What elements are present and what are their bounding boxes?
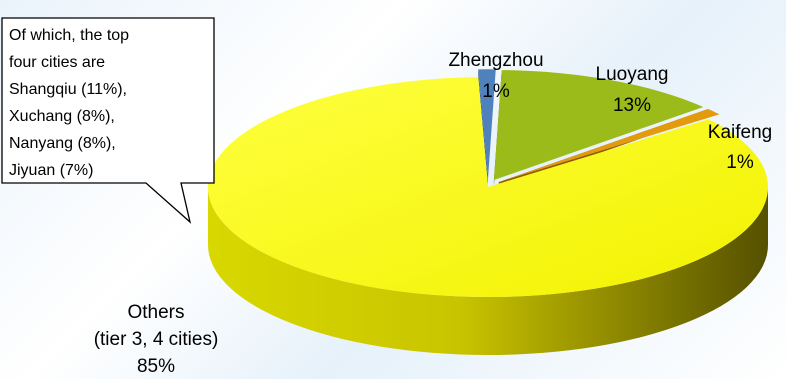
callout-box: Of which, the top four cities are Shangqiu… (1, 17, 215, 224)
slice-pct-luoyang: 13% (613, 95, 651, 116)
slice-label-luoyang: Luoyang 13% (596, 64, 669, 116)
slice-label-zhengzhou: Zhengzhou 1% (448, 50, 543, 102)
pie-slice-kaifeng (498, 109, 720, 183)
callout-text: Of which, the top four cities are Shangqiu… (9, 27, 129, 179)
pie-slice-others (208, 77, 769, 298)
slice-label-others: Others (tier 3, 4 cities) 85% (94, 302, 219, 377)
callout-shape (1, 17, 215, 224)
pie-edge-zhengzhou (478, 69, 488, 186)
slice-name-zhengzhou: Zhengzhou (448, 50, 543, 71)
pie-slice-zhengzhou (478, 69, 496, 180)
callout-line: Nanyang (8%), (9, 135, 116, 152)
slice-pct-kaifeng: 1% (726, 152, 754, 173)
callout-line: Of which, the top (9, 27, 129, 44)
callout-line: Xuchang (8%), (9, 108, 115, 125)
slice-name-luoyang: Luoyang (596, 64, 669, 85)
slice-pct-zhengzhou: 1% (482, 81, 510, 102)
slice-name-others-line: (tier 3, 4 cities) (94, 329, 219, 350)
callout-line: Jiyuan (7%) (9, 162, 93, 179)
pie-slice-luoyang (493, 70, 704, 181)
callout-line: Shangqiu (11%), (9, 81, 127, 98)
slice-pct-others: 85% (137, 356, 175, 377)
slice-name-others: Others (tier 3, 4 cities) (94, 302, 219, 350)
slice-name-others-line: Others (127, 302, 184, 323)
slice-label-kaifeng: Kaifeng 1% (708, 122, 772, 173)
pie-slices (208, 69, 769, 298)
pie-side-others (208, 187, 768, 355)
callout-line: four cities are (9, 54, 105, 71)
slice-name-kaifeng: Kaifeng (708, 122, 772, 143)
